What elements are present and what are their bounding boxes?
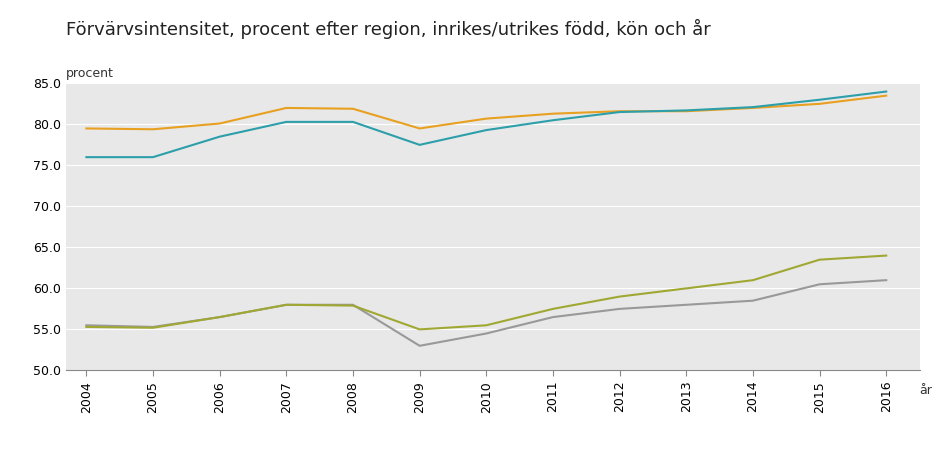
25 Norrbottens län, utrikes
födda (747, 277, 758, 283)
00 Riket, inrikes födda (281, 105, 292, 111)
25 Norrbottens län,inrikes
födda (614, 109, 626, 115)
00 Riket, utrikes födda (681, 302, 692, 307)
00 Riket, utrikes födda (547, 314, 558, 320)
25 Norrbottens län, utrikes
födda (214, 314, 226, 320)
25 Norrbottens län,inrikes
födda (881, 89, 892, 94)
00 Riket, utrikes födda (614, 306, 626, 312)
25 Norrbottens län,inrikes
födda (481, 127, 492, 133)
25 Norrbottens län, utrikes
födda (81, 324, 92, 330)
00 Riket, inrikes födda (547, 111, 558, 117)
Line: 00 Riket, inrikes födda: 00 Riket, inrikes födda (86, 96, 886, 129)
25 Norrbottens län, utrikes
födda (147, 325, 158, 331)
25 Norrbottens län,inrikes
födda (414, 142, 426, 148)
00 Riket, utrikes födda (147, 324, 158, 330)
25 Norrbottens län,inrikes
födda (814, 97, 826, 102)
00 Riket, utrikes födda (347, 302, 358, 307)
25 Norrbottens län,inrikes
födda (214, 134, 226, 139)
25 Norrbottens län, utrikes
födda (547, 306, 558, 312)
25 Norrbottens län, utrikes
födda (814, 257, 826, 263)
25 Norrbottens län, utrikes
födda (347, 303, 358, 308)
00 Riket, inrikes födda (81, 125, 92, 131)
Text: år: år (920, 384, 933, 397)
Line: 25 Norrbottens län, utrikes
födda: 25 Norrbottens län, utrikes födda (86, 256, 886, 329)
25 Norrbottens län,inrikes
födda (347, 119, 358, 125)
00 Riket, utrikes födda (881, 277, 892, 283)
25 Norrbottens län,inrikes
födda (547, 118, 558, 123)
00 Riket, utrikes födda (814, 282, 826, 287)
00 Riket, inrikes födda (214, 121, 226, 126)
00 Riket, inrikes födda (147, 126, 158, 132)
Line: 00 Riket, utrikes födda: 00 Riket, utrikes födda (86, 280, 886, 346)
00 Riket, utrikes födda (747, 298, 758, 303)
25 Norrbottens län, utrikes
födda (614, 294, 626, 300)
Text: Förvärvsintensitet, procent efter region, inrikes/utrikes född, kön och år: Förvärvsintensitet, procent efter region… (66, 19, 711, 38)
Text: procent: procent (66, 68, 115, 81)
25 Norrbottens län, utrikes
födda (681, 286, 692, 291)
25 Norrbottens län, utrikes
födda (481, 323, 492, 328)
25 Norrbottens län,inrikes
födda (747, 104, 758, 110)
25 Norrbottens län,inrikes
födda (681, 107, 692, 113)
00 Riket, inrikes födda (414, 125, 426, 131)
00 Riket, utrikes födda (481, 331, 492, 336)
25 Norrbottens län, utrikes
födda (881, 253, 892, 258)
25 Norrbottens län,inrikes
födda (281, 119, 292, 125)
00 Riket, inrikes födda (881, 93, 892, 99)
25 Norrbottens län,inrikes
födda (147, 154, 158, 160)
00 Riket, utrikes födda (81, 323, 92, 328)
25 Norrbottens län, utrikes
födda (281, 302, 292, 307)
00 Riket, inrikes födda (481, 116, 492, 121)
00 Riket, utrikes födda (214, 314, 226, 320)
00 Riket, inrikes födda (347, 106, 358, 112)
Line: 25 Norrbottens län,inrikes
födda: 25 Norrbottens län,inrikes födda (86, 92, 886, 157)
00 Riket, inrikes födda (747, 105, 758, 111)
25 Norrbottens län,inrikes
födda (81, 154, 92, 160)
00 Riket, inrikes födda (814, 101, 826, 106)
00 Riket, utrikes födda (281, 302, 292, 307)
25 Norrbottens län, utrikes
födda (414, 326, 426, 332)
00 Riket, utrikes födda (414, 343, 426, 349)
00 Riket, inrikes födda (681, 108, 692, 114)
00 Riket, inrikes födda (614, 108, 626, 114)
